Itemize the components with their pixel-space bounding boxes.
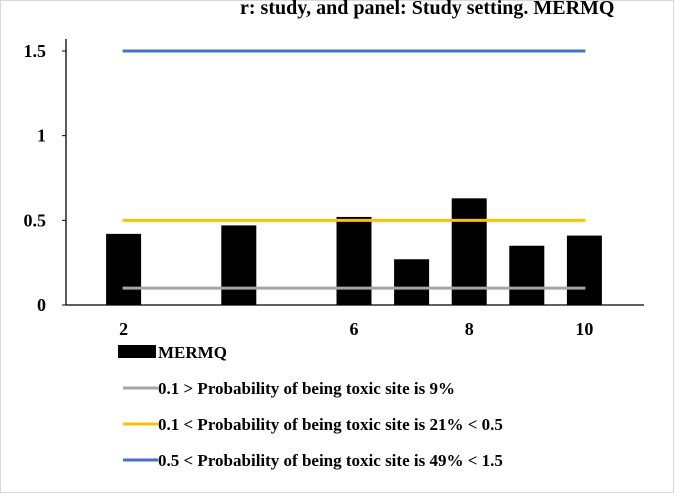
x-tick-label: 10 — [575, 319, 593, 339]
x-tick-label: 8 — [465, 319, 474, 339]
y-tick-label: 0 — [37, 295, 46, 315]
legend-label: 0.5 < Probability of being toxic site is… — [158, 451, 503, 470]
x-tick-label: 2 — [119, 319, 128, 339]
header-fragment: r: study, and panel: Study setting. MERM… — [240, 0, 615, 19]
legend-swatch-bar — [118, 345, 156, 358]
bar — [566, 235, 602, 305]
legend-label: MERMQ — [158, 343, 227, 362]
plot-area: 0 0.5 1 1.5 2 6 8 10 — [24, 39, 644, 339]
bar — [106, 233, 142, 305]
y-tick-label: 1 — [37, 126, 46, 146]
bar — [509, 245, 545, 305]
y-tick-label: 0.5 — [24, 210, 47, 230]
x-tick-label: 6 — [350, 319, 359, 339]
y-tick-label: 1.5 — [24, 41, 47, 61]
bar — [221, 225, 257, 305]
legend: MERMQ 0.1 > Probability of being toxic si… — [118, 343, 503, 470]
bar — [394, 259, 430, 305]
legend-label: 0.1 > Probability of being toxic site is… — [158, 379, 455, 398]
legend-label: 0.1 < Probability of being toxic site is… — [158, 415, 503, 434]
bar — [336, 216, 372, 305]
